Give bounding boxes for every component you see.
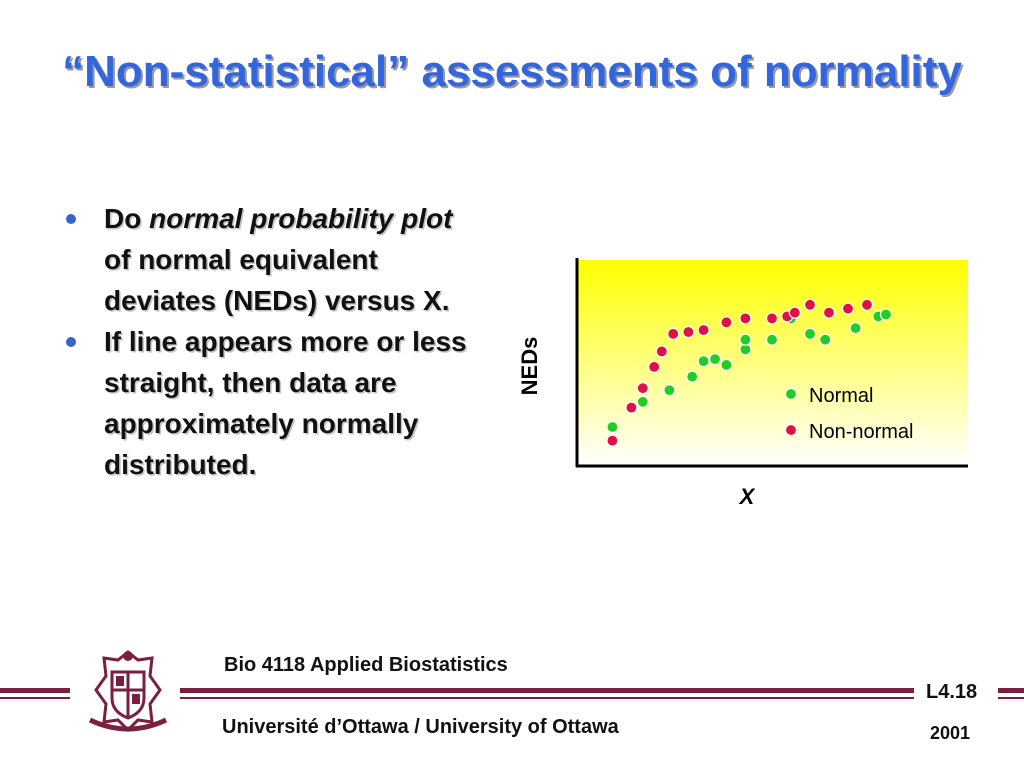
data-point-normal — [803, 327, 817, 341]
data-point-non-normal — [739, 312, 752, 325]
data-point-non-normal — [788, 306, 801, 319]
footer-rule-top — [180, 688, 914, 693]
data-point-non-normal — [841, 302, 855, 315]
data-point-normal — [879, 308, 893, 321]
data-point-normal — [686, 370, 699, 383]
data-point-non-normal — [803, 298, 817, 311]
scatter-chart: NEDs X Normal Non-normal — [517, 258, 968, 509]
data-point-non-normal — [636, 382, 649, 395]
data-point-non-normal — [682, 325, 695, 339]
data-point-non-normal — [667, 327, 680, 341]
data-point-non-normal — [822, 306, 836, 319]
bullet-text-italic: normal probability plot — [149, 203, 453, 234]
legend-label-non-normal: Non-normal — [809, 421, 913, 443]
data-point-non-normal — [765, 312, 779, 325]
footer-rule-bottom-left — [0, 697, 70, 699]
university-crest-logo — [88, 650, 168, 733]
data-point-normal — [765, 333, 779, 346]
data-point-non-normal — [625, 401, 638, 414]
university-name: Université d’Ottawa / University of Otta… — [222, 716, 619, 738]
slide-title: “Non-statistical” assessments of normali… — [62, 47, 962, 96]
data-point-non-normal — [697, 323, 710, 337]
x-axis-label: X — [738, 484, 756, 509]
data-point-normal — [819, 333, 832, 346]
data-point-normal — [697, 354, 710, 368]
data-point-non-normal — [606, 434, 619, 447]
footer-rule-bottom — [180, 697, 914, 699]
course-name: Bio 4118 Applied Biostatistics — [224, 654, 508, 676]
footer-rule-top-right — [998, 688, 1024, 693]
data-point-normal — [739, 333, 752, 346]
bullet-text-part: of normal equivalent deviates (NEDs) ver… — [104, 244, 450, 316]
data-point-non-normal — [860, 298, 874, 311]
data-point-normal — [849, 321, 862, 335]
data-point-normal — [636, 395, 649, 408]
data-point-normal — [606, 420, 619, 434]
legend-marker-non-normal — [784, 423, 798, 437]
footer-rule-top-left — [0, 688, 70, 693]
y-axis-label: NEDs — [517, 337, 542, 396]
legend: Normal Non-normal — [784, 385, 913, 443]
data-point-non-normal — [720, 316, 733, 329]
data-point-normal — [663, 384, 676, 397]
legend-marker-normal — [784, 387, 798, 401]
bullet-text-part: If line appears more or less straight, t… — [104, 326, 467, 480]
bullet-text-part: Do — [104, 203, 150, 234]
bullet-dot-icon — [66, 337, 76, 347]
data-point-normal — [720, 358, 733, 372]
data-point-normal — [708, 352, 722, 366]
legend-label-normal: Normal — [809, 385, 873, 407]
slide-code: L4.18 — [926, 681, 978, 703]
slide-year: 2001 — [930, 723, 971, 743]
data-point-non-normal — [655, 345, 668, 358]
bullet-item: If line appears more or less straight, t… — [60, 321, 480, 485]
bullet-item: Do normal probability plot of normal equ… — [60, 198, 480, 321]
plot-area — [577, 260, 968, 465]
data-points — [606, 298, 893, 447]
bullet-list: Do normal probability plot of normal equ… — [60, 198, 480, 485]
bullet-dot-icon — [66, 214, 76, 224]
data-point-non-normal — [648, 360, 661, 374]
footer-rule-bottom-right — [998, 697, 1024, 699]
